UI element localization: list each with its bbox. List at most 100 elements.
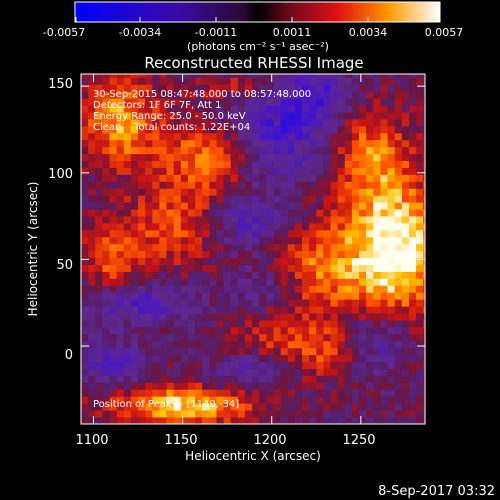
heatmap-cell	[109, 167, 118, 175]
heatmap-cell	[408, 236, 417, 245]
heatmap-cell	[273, 271, 282, 279]
heatmap-cell	[202, 320, 210, 328]
heatmap-cell	[280, 340, 289, 349]
heatmap-cell	[316, 354, 324, 363]
heatmap-cell	[259, 389, 267, 397]
heatmap-cell	[209, 410, 217, 418]
heatmap-cell	[223, 382, 232, 390]
heatmap-cell	[159, 132, 167, 141]
heatmap-cell	[244, 174, 253, 182]
heatmap-cell	[159, 84, 167, 92]
heatmap-cell	[259, 271, 267, 279]
heatmap-cell	[252, 209, 260, 217]
heatmap-cell	[252, 160, 260, 168]
heatmap-cell	[273, 368, 282, 376]
heatmap-cell	[252, 396, 260, 404]
heatmap-cell	[116, 146, 125, 155]
heatmap-cell	[237, 132, 246, 141]
heatmap-cell	[237, 216, 246, 224]
heatmap-cell	[259, 125, 267, 134]
heatmap-cell	[209, 396, 217, 404]
heatmap-cell	[187, 174, 196, 182]
heatmap-cell	[337, 285, 346, 293]
heatmap-cell	[252, 202, 260, 210]
heatmap-cell	[266, 229, 274, 238]
heatmap-cell	[252, 382, 260, 390]
heatmap-cell	[116, 340, 125, 349]
heatmap-cell	[237, 271, 246, 279]
heatmap-cell	[252, 354, 260, 363]
heatmap-cell	[173, 271, 182, 279]
heatmap-cell	[280, 326, 289, 335]
heatmap-cell	[244, 243, 253, 252]
heatmap-cell	[273, 278, 282, 286]
heatmap-cell	[123, 417, 132, 424]
heatmap-cell	[309, 174, 317, 182]
heatmap-cell	[380, 236, 388, 245]
heatmap-cell	[408, 306, 417, 314]
heatmap-cell	[423, 396, 425, 404]
heatmap-cell	[259, 160, 267, 168]
heatmap-cell	[187, 243, 196, 252]
heatmap-cell	[323, 223, 331, 231]
heatmap-cell	[223, 292, 232, 300]
heatmap-cell	[394, 250, 403, 259]
heatmap-cell	[416, 209, 424, 217]
heatmap-cell	[273, 125, 282, 134]
heatmap-cell	[230, 112, 239, 120]
heatmap-cell	[380, 417, 388, 424]
heatmap-cell	[280, 410, 289, 418]
heatmap-cell	[230, 292, 239, 300]
heatmap-cell	[180, 403, 189, 411]
heatmap-cell	[259, 417, 267, 424]
heatmap-cell	[266, 417, 274, 424]
heatmap-cell	[302, 174, 310, 182]
heatmap-cell	[337, 216, 346, 224]
heatmap-cell	[216, 112, 224, 120]
heatmap-cell	[95, 382, 103, 390]
heatmap-cell	[273, 209, 282, 217]
heatmap-cell	[309, 306, 317, 314]
heatmap-cell	[216, 340, 224, 349]
heatmap-cell	[323, 375, 331, 383]
heatmap-cell	[387, 264, 396, 272]
heatmap-cell	[380, 389, 388, 397]
heatmap-cell	[145, 410, 153, 418]
heatmap-cell	[273, 98, 282, 106]
heatmap-cell	[408, 299, 417, 307]
heatmap-cell	[180, 223, 189, 231]
heatmap-cell	[344, 354, 353, 363]
heatmap-cell	[373, 112, 381, 120]
heatmap-cell	[195, 181, 203, 189]
heatmap-cell	[323, 340, 331, 349]
heatmap-cell	[401, 354, 410, 363]
heatmap-cell	[130, 389, 139, 397]
heatmap-cell	[237, 125, 246, 134]
heatmap-cell	[366, 125, 374, 134]
heatmap-cell	[294, 257, 303, 265]
heatmap-cell	[387, 202, 396, 210]
heatmap-cell	[195, 195, 203, 203]
heatmap-cell	[88, 278, 96, 286]
heatmap-cell	[337, 209, 346, 217]
heatmap-cell	[244, 188, 253, 196]
heatmap-cell	[302, 361, 310, 369]
heatmap-cell	[408, 354, 417, 363]
heatmap-cell	[323, 77, 331, 85]
heatmap-cell	[259, 112, 267, 120]
heatmap-cell	[316, 216, 324, 224]
heatmap-cell	[351, 98, 360, 106]
heatmap-cell	[273, 299, 282, 307]
heatmap-cell	[423, 326, 425, 335]
x-tick-label: 1200	[253, 433, 286, 448]
heatmap-cell	[88, 132, 96, 141]
heatmap-cell	[152, 306, 160, 314]
heatmap-cell	[237, 375, 246, 383]
heatmap-cell	[387, 236, 396, 245]
heatmap-cell	[287, 202, 296, 210]
heatmap-cell	[195, 389, 203, 397]
heatmap-cell	[145, 84, 153, 92]
heatmap-cell	[202, 174, 210, 182]
heatmap-cell	[216, 320, 224, 328]
heatmap-cell	[408, 271, 417, 279]
